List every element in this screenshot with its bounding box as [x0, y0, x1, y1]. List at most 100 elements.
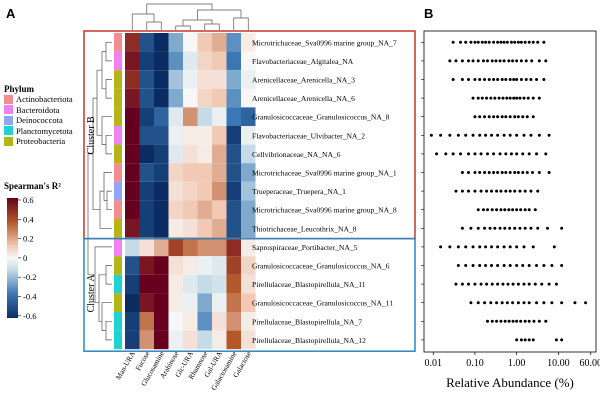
- heatmap-cell: [226, 181, 241, 201]
- scatter-point: [486, 319, 490, 323]
- scatter-point: [496, 78, 500, 81]
- scatter-point: [496, 133, 500, 137]
- scatter-point: [495, 319, 499, 323]
- heatmap-row-label: Arenicellaceae_Arenicella_NA_3: [252, 76, 355, 85]
- scatter-point: [515, 245, 519, 249]
- heatmap-cell: [154, 163, 169, 182]
- phylum-legend-item: Bacteroidota: [4, 105, 100, 116]
- heatmap-cell: [226, 256, 241, 275]
- heatmap-cell: [197, 256, 212, 275]
- scatter-point: [511, 59, 515, 63]
- phylum-legend: Phylum Actinobacteriota Bacteroidota Deino…: [4, 84, 100, 147]
- scatter-point: [502, 59, 506, 63]
- scatter-point: [473, 115, 477, 119]
- row-dendrogram-branch: [96, 69, 102, 136]
- dendrogram-branch: [131, 13, 155, 30]
- scatter-point: [496, 245, 500, 249]
- scatter-point: [542, 264, 546, 267]
- x-tick-label: 0.10: [466, 358, 484, 369]
- heatmap-cell: [154, 70, 169, 89]
- heatmap-cell: [154, 237, 169, 257]
- scatter-point: [522, 301, 526, 305]
- scatter-point: [489, 301, 493, 305]
- heatmap-cell: [197, 33, 212, 52]
- scatter-point: [511, 301, 515, 305]
- scatter-point: [499, 189, 503, 193]
- scatter-point: [504, 189, 508, 193]
- heatmap-row-label: Pirellulaceae_Blastopirellula_NA_11: [252, 280, 366, 289]
- phylum-legend-label: Bacteroidota: [16, 104, 60, 115]
- scatter-point: [527, 282, 531, 286]
- scatter-point: [458, 152, 462, 156]
- heatmap-cell: [212, 237, 227, 257]
- scatter-point: [535, 78, 539, 81]
- heatmap-cell: [125, 256, 140, 275]
- scatter-point: [490, 133, 494, 137]
- scatter-point: [496, 171, 500, 174]
- heatmap-cell: [183, 107, 198, 126]
- heatmap-cell: [212, 107, 227, 126]
- scatter-point: [515, 319, 519, 323]
- scatter-point: [509, 40, 513, 44]
- heatmap-cell: [125, 126, 140, 145]
- dendrogram-branch: [175, 25, 191, 30]
- scatter-point: [488, 226, 492, 230]
- scatter-point: [521, 264, 525, 267]
- scatter-point: [448, 59, 452, 63]
- scatter-point: [535, 301, 539, 305]
- scatter-point: [466, 282, 470, 286]
- scatter-point: [523, 189, 527, 193]
- dendrogram-branch: [146, 3, 213, 14]
- heatmap-cell: [212, 144, 227, 164]
- scatter-point: [466, 189, 470, 193]
- scatter-point: [546, 226, 550, 230]
- scatter-point: [471, 96, 475, 100]
- heatmap-cell: [226, 144, 241, 164]
- scatter-point: [505, 96, 509, 100]
- scatter-point: [486, 152, 490, 156]
- scatter-point: [527, 319, 531, 323]
- scatter-point: [531, 245, 535, 249]
- scatter-point: [460, 171, 464, 174]
- heatmap-cell: [168, 88, 183, 108]
- scatter-point: [503, 319, 507, 323]
- phylum-legend-label: Planctomycetota: [16, 125, 73, 136]
- scatter-point: [498, 226, 502, 230]
- scatter-point: [535, 264, 539, 267]
- scatter-point: [573, 301, 577, 305]
- scatter-point: [523, 40, 527, 44]
- heatmap-row-label: Trueperaceae_Truepera_NA_1: [252, 187, 346, 196]
- scatter-point: [504, 115, 508, 119]
- scatter-point: [535, 152, 539, 156]
- heatmap-cell: [125, 181, 140, 201]
- heatmap-row-label: Microtrichaceae_Sva0996 marine group_NA_…: [252, 206, 397, 215]
- heatmap-column-labels: Man-URAFucoseGlucosamineArabinoseGlc-URA…: [114, 349, 253, 392]
- heatmap-cell: [154, 312, 169, 331]
- x-tick-label: 1.00: [508, 358, 526, 369]
- row-dendrogram-branch: [87, 153, 95, 276]
- heatmap-cell: [154, 256, 169, 275]
- dendrogram-branch: [233, 17, 249, 30]
- scatter-point: [519, 319, 523, 323]
- scatter-point: [435, 152, 439, 156]
- heatmap-row-labels: Microtrichaceae_Sva0996 marine group_NA_…: [252, 38, 397, 345]
- scatter-point: [471, 133, 475, 137]
- heatmap-cell: [197, 330, 212, 350]
- phylum-legend-item: Deinococcota: [4, 115, 100, 126]
- phylum-legend-items: Actinobacteriota Bacteroidota Deinococcota…: [4, 94, 100, 147]
- scatter-point: [496, 115, 500, 119]
- dendrogram-branch: [146, 21, 162, 30]
- phylum-swatch: [4, 94, 13, 104]
- scatter-point: [483, 78, 487, 81]
- scatter-point: [523, 226, 527, 230]
- phylum-swatch: [4, 136, 13, 146]
- scatter-point: [519, 338, 523, 342]
- scatter-point: [464, 245, 468, 249]
- heatmap-cell: [125, 107, 140, 126]
- scatter-point: [485, 189, 489, 193]
- scatter-point: [487, 40, 491, 44]
- heatmap-cell: [125, 88, 140, 108]
- scatter-point: [522, 96, 526, 100]
- scatter-point: [503, 226, 507, 230]
- scatter-point: [516, 301, 520, 305]
